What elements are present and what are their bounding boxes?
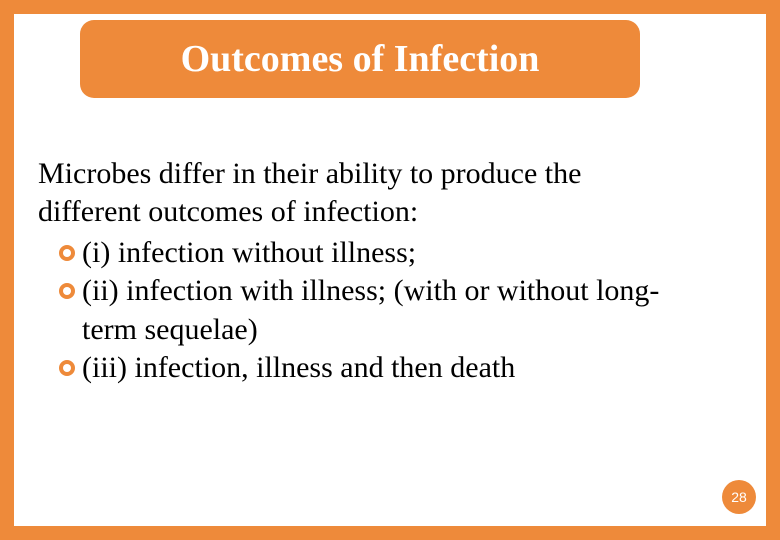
title-pill: Outcomes of Infection xyxy=(80,20,640,98)
bullet-text: (iii) infection, illness and then death xyxy=(82,349,678,387)
bullet-text: (i) infection without illness; xyxy=(82,234,678,272)
page-number-badge: 28 xyxy=(722,480,756,514)
bullet-list: (i) infection without illness;(ii) infec… xyxy=(38,234,678,388)
donut-bullet-icon xyxy=(58,359,76,377)
bullet-text: (ii) infection with illness; (with or wi… xyxy=(82,272,678,349)
bullet-item: (i) infection without illness; xyxy=(38,234,678,272)
bullet-item: (iii) infection, illness and then death xyxy=(38,349,678,387)
donut-bullet-icon xyxy=(58,244,76,262)
intro-paragraph: Microbes differ in their ability to prod… xyxy=(38,155,678,230)
bullet-item: (ii) infection with illness; (with or wi… xyxy=(38,272,678,349)
content-area: Microbes differ in their ability to prod… xyxy=(38,155,678,388)
donut-bullet-icon xyxy=(58,282,76,300)
page-number: 28 xyxy=(731,489,747,505)
slide-title: Outcomes of Infection xyxy=(181,37,540,81)
